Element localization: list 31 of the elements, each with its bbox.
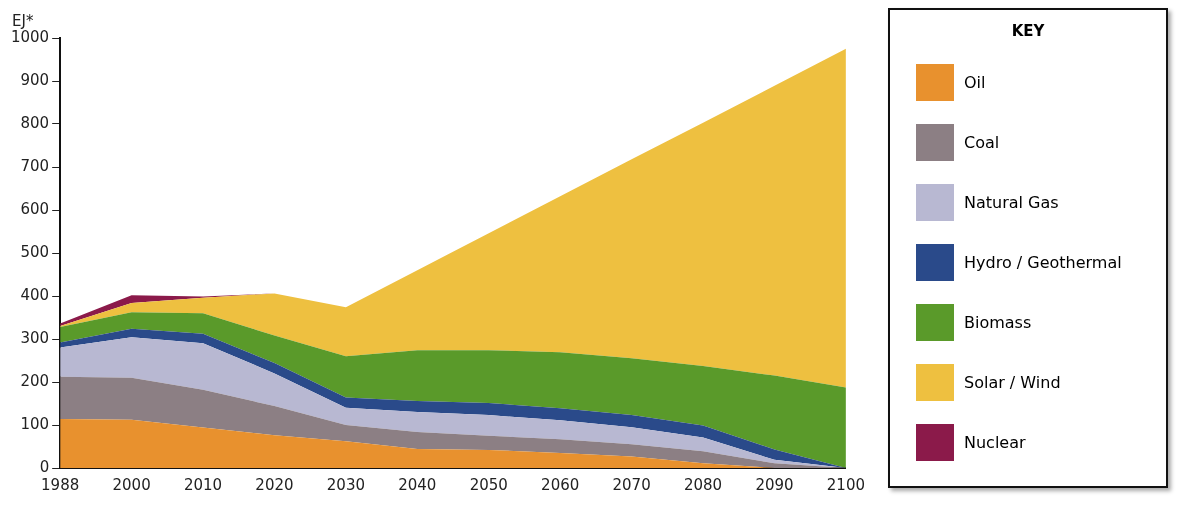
- x-tick-label: 2000: [112, 475, 151, 494]
- legend-label: Biomass: [964, 312, 1032, 332]
- legend-label: Coal: [964, 132, 1000, 152]
- x-tick-label: 2090: [755, 475, 794, 494]
- y-tick-label: 700: [20, 156, 50, 175]
- legend-label: Nuclear: [964, 432, 1026, 452]
- y-tick-label: 0: [39, 457, 50, 476]
- y-axis-title: EJ*: [12, 12, 34, 31]
- x-tick-label: 2050: [469, 475, 508, 494]
- legend-label: Natural Gas: [964, 192, 1059, 212]
- x-tick-label: 2070: [612, 475, 651, 494]
- x-tick-label: 2020: [255, 475, 294, 494]
- x-tick-label: 2100: [826, 475, 866, 494]
- x-tick-label: 1988: [41, 475, 80, 494]
- x-tick-label: 2010: [183, 475, 223, 494]
- legend-label: Hydro / Geothermal: [964, 252, 1122, 272]
- y-tick-label: 800: [20, 113, 50, 132]
- x-tick-label: 2080: [683, 475, 723, 494]
- legend-label: Oil: [964, 72, 986, 92]
- y-tick-label: 100: [20, 414, 50, 433]
- y-tick-label: 400: [20, 285, 50, 304]
- y-tick-label: 300: [20, 328, 50, 347]
- x-tick-label: 2060: [541, 475, 580, 494]
- legend-label: Solar / Wind: [964, 372, 1061, 392]
- y-tick-label: 600: [20, 199, 50, 218]
- y-tick-label: 200: [20, 371, 50, 390]
- legend-title: KEY: [1010, 22, 1046, 40]
- x-tick-label: 2040: [398, 475, 437, 494]
- x-tick-label: 2030: [326, 475, 365, 494]
- y-tick-label: 500: [20, 242, 50, 261]
- y-tick-label: 900: [20, 70, 50, 89]
